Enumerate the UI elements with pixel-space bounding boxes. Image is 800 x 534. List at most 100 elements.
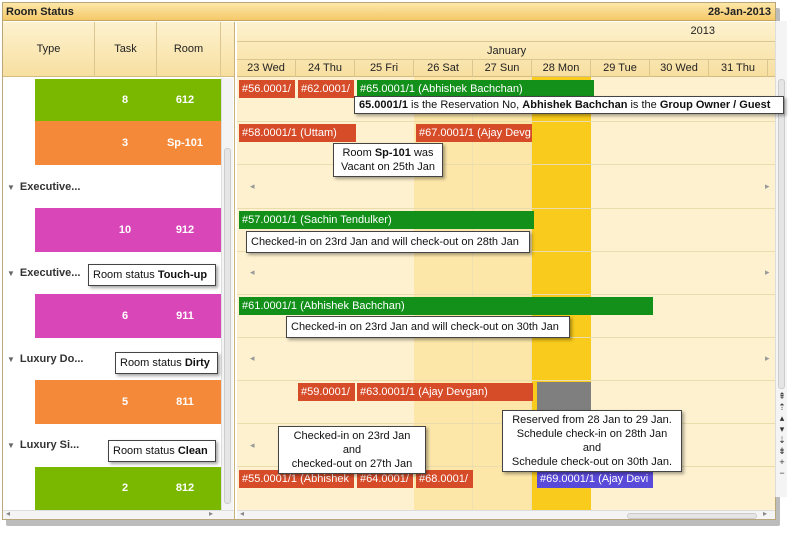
schedule-vertical-scrollbar[interactable]: ⇞ ⇡ ▴ ▾ ⇣ ⇟ + −	[775, 21, 787, 497]
callout-text: Room	[342, 147, 375, 159]
callout-checked-out: Checked-in on 23rd Jan and checked-out o…	[278, 426, 426, 474]
callout-text: Clean	[177, 445, 208, 457]
room-list-pane: Type Task Room 8 612 3 Sp-101 ▼ Executive…	[3, 22, 235, 519]
scroll-thumb[interactable]	[778, 79, 785, 389]
reservation-bar[interactable]: #56.0001/	[239, 80, 295, 98]
room-group-executive-1[interactable]: ▼ Executive...	[7, 181, 80, 193]
callout-text: Vacant on 25th Jan	[341, 161, 435, 173]
column-header-task[interactable]: Task	[95, 22, 157, 77]
scroll-thumb[interactable]	[224, 148, 231, 504]
day-header[interactable]: 27 Sun	[473, 60, 532, 77]
callout-checkin-28: Checked-in on 23rd Jan and will check-ou…	[246, 231, 530, 253]
reservation-bar[interactable]: #61.0001/1 (Abhishek Bachchan)	[239, 297, 653, 315]
scroll-page-up-icon[interactable]: ⇡	[778, 402, 786, 412]
reservation-bar[interactable]: #64.0001/	[357, 470, 413, 488]
room-number: 811	[176, 396, 194, 408]
scroll-marker-icon: ◂	[250, 440, 255, 450]
scroll-nav-buttons: ⇞ ⇡ ▴ ▾ ⇣ ⇟ + −	[777, 391, 787, 479]
day-header[interactable]: 24 Thu	[296, 60, 355, 77]
scroll-top-icon[interactable]: ⇞	[778, 391, 786, 401]
title-bar: Room Status 28-Jan-2013	[3, 3, 775, 21]
callout-status-clean: Room status Clean	[108, 440, 216, 462]
day-header[interactable]: 31 Thu	[709, 60, 768, 77]
collapse-arrow-icon[interactable]: ▼	[7, 269, 15, 278]
reservation-bar[interactable]: #55.0001/1 (Abhishek	[239, 470, 354, 488]
collapse-arrow-icon[interactable]: ▼	[7, 355, 15, 364]
reservation-bar[interactable]: #69.0001/1 (Ajay Devi	[537, 470, 653, 488]
scroll-left-icon[interactable]: ◂	[6, 509, 11, 518]
room-row-612[interactable]: 8 612	[35, 79, 221, 121]
day-header[interactable]: 23 Wed	[237, 60, 296, 77]
scroll-marker-icon: ▸	[765, 353, 770, 363]
window-title: Room Status	[6, 6, 74, 18]
room-number: 612	[175, 94, 195, 106]
collapse-arrow-icon[interactable]: ▼	[7, 183, 15, 192]
callout-text: Reserved from 28 Jan to 29 Jan.	[512, 414, 672, 426]
out-of-order-block[interactable]	[537, 382, 591, 412]
room-row-812[interactable]: 2 812	[35, 467, 221, 510]
group-label: Luxury Si...	[19, 439, 80, 451]
scroll-bottom-icon[interactable]: ⇟	[778, 446, 786, 456]
callout-reservation-info: 65.0001/1 is the Reservation No, Abhishe…	[354, 96, 784, 114]
reservation-bar[interactable]: #62.0001/	[298, 80, 354, 98]
current-date: 28-Jan-2013	[708, 6, 771, 18]
column-header-type[interactable]: Type	[3, 22, 95, 77]
callout-text: Room status	[120, 357, 185, 369]
scroll-right-icon[interactable]: ▸	[209, 509, 214, 518]
row-divider	[237, 380, 775, 381]
scroll-thumb[interactable]	[627, 513, 757, 519]
room-group-executive-2[interactable]: ▼ Executive...	[7, 267, 80, 279]
room-row-811[interactable]: 5 811	[35, 380, 221, 424]
scroll-left-icon[interactable]: ◂	[240, 509, 245, 518]
callout-text: Sp-101	[374, 147, 411, 159]
room-row-911[interactable]: 6 911	[35, 294, 221, 338]
collapse-arrow-icon[interactable]: ▼	[7, 441, 15, 450]
room-row-sp-101[interactable]: 3 Sp-101	[35, 121, 221, 165]
callout-text: 65.0001/1	[359, 99, 408, 111]
reservation-bar[interactable]: #68.0001/	[416, 470, 473, 488]
room-row-912[interactable]: 10 912	[35, 208, 221, 252]
scroll-right-icon[interactable]: ▸	[763, 509, 768, 518]
reservation-bar[interactable]: #59.0001/	[298, 383, 355, 401]
group-label: Executive...	[19, 267, 81, 279]
zoom-in-icon[interactable]: +	[779, 457, 785, 467]
scroll-marker-icon: ◂	[250, 267, 255, 277]
day-header[interactable]: 26 Sat	[414, 60, 473, 77]
room-group-luxury-single[interactable]: ▼ Luxury Si...	[7, 439, 79, 451]
reservation-bar[interactable]: #65.0001/1 (Abhishek Bachchan)	[357, 80, 594, 98]
callout-text: Schedule check-in on 28th Jan and	[516, 428, 668, 454]
callout-status-dirty: Room status Dirty	[115, 352, 218, 374]
day-header[interactable]: 29 Tue	[591, 60, 650, 77]
schedule-horizontal-scrollbar[interactable]: ◂ ▸	[237, 509, 775, 519]
reservation-bar[interactable]: #63.0001/1 (Ajay Devgan)	[357, 383, 533, 401]
callout-vacant-room: Room Sp-101 was Vacant on 25th Jan	[333, 143, 443, 177]
room-list-horizontal-scrollbar[interactable]: ◂ ▸	[3, 509, 234, 519]
day-header[interactable]: 28 Mon	[532, 60, 591, 77]
room-task-count: 10	[118, 224, 132, 236]
reservation-bar[interactable]: #67.0001/1 (Ajay Devg	[416, 124, 532, 142]
day-header[interactable]: 25 Fri	[355, 60, 414, 77]
day-header[interactable]: 30 Wed	[650, 60, 709, 77]
room-task-count: 6	[121, 310, 129, 322]
callout-text: is the	[627, 99, 660, 111]
row-divider	[237, 294, 775, 295]
month-row: January	[237, 42, 775, 60]
group-label: Luxury Do...	[19, 353, 84, 365]
reservation-bar[interactable]: #58.0001/1 (Uttam)	[239, 124, 356, 142]
room-task-count: 5	[121, 396, 129, 408]
scroll-page-down-icon[interactable]: ⇣	[778, 435, 786, 445]
room-list-header: Type Task Room	[3, 22, 234, 77]
callout-text: Room status	[113, 445, 178, 457]
reservation-bar[interactable]: #57.0001/1 (Sachin Tendulker)	[239, 211, 534, 229]
room-group-luxury-double[interactable]: ▼ Luxury Do...	[7, 353, 83, 365]
column-header-room[interactable]: Room	[157, 22, 221, 77]
room-task-count: 8	[121, 94, 129, 106]
zoom-out-icon[interactable]: −	[779, 468, 785, 478]
year-label: 2013	[690, 25, 715, 37]
scroll-marker-icon: ◂	[250, 353, 255, 363]
scroll-down-icon[interactable]: ▾	[779, 424, 785, 434]
scroll-up-icon[interactable]: ▴	[779, 413, 785, 423]
scroll-marker-icon: ▸	[765, 181, 770, 191]
room-list-vertical-scrollbar[interactable]	[221, 78, 233, 510]
callout-status-touchup: Room status Touch-up	[88, 264, 216, 286]
